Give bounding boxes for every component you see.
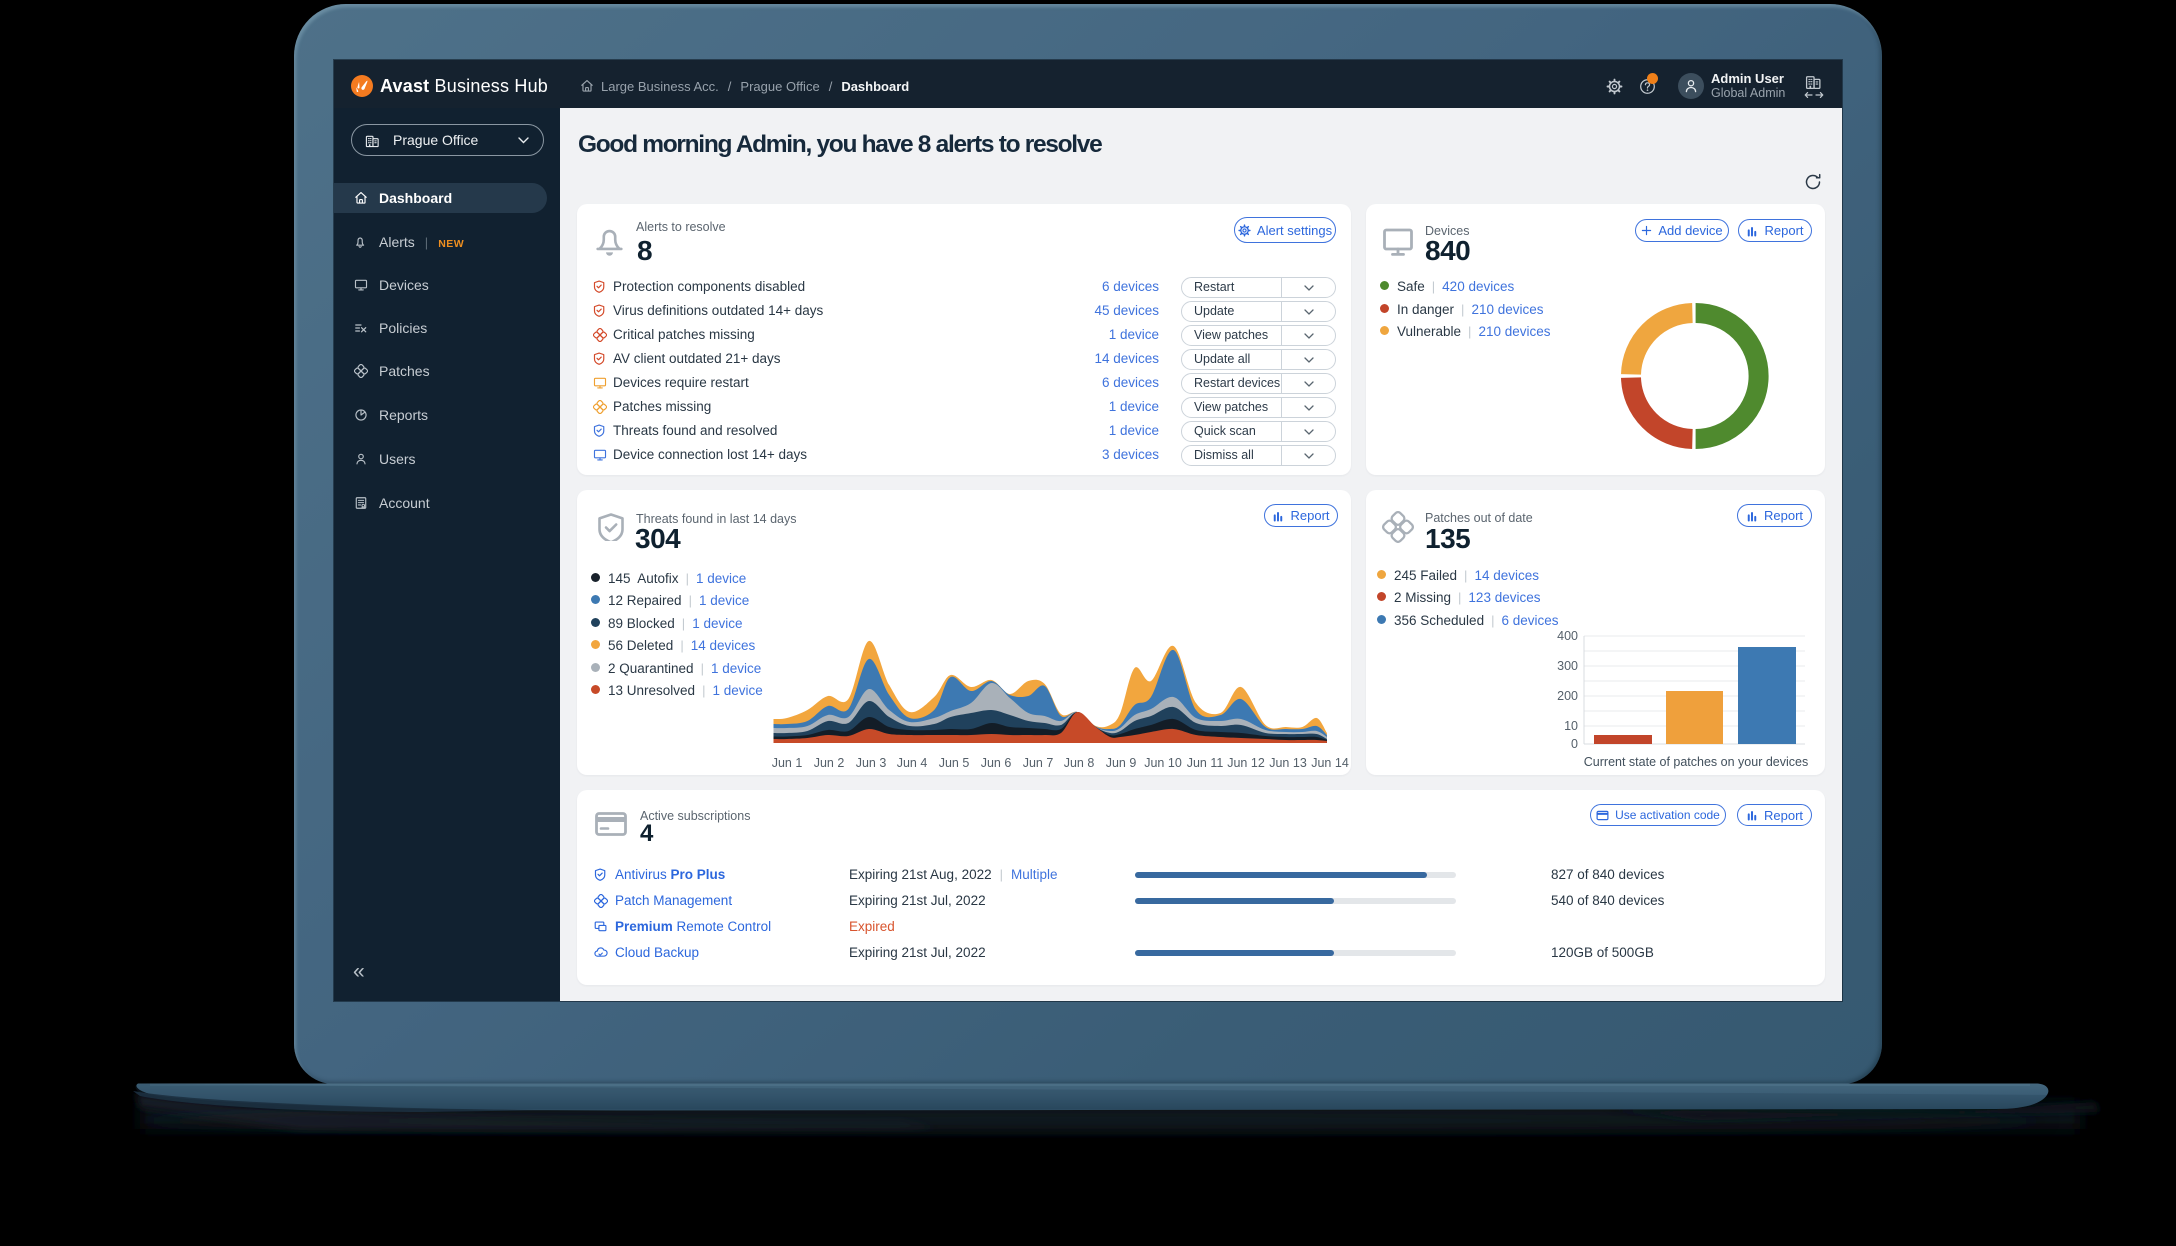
- svg-text:Jun 10: Jun 10: [1144, 756, 1182, 770]
- svg-text:0: 0: [1571, 737, 1578, 751]
- svg-text:Jun 9: Jun 9: [1106, 756, 1137, 770]
- svg-text:Jun 8: Jun 8: [1064, 756, 1095, 770]
- svg-text:Jun 11: Jun 11: [1187, 756, 1224, 770]
- svg-text:Jun 1: Jun 1: [772, 756, 803, 770]
- svg-text:10: 10: [1564, 719, 1578, 733]
- svg-text:300: 300: [1557, 659, 1578, 673]
- svg-text:Jun 4: Jun 4: [897, 756, 928, 770]
- svg-text:Current state of patches on yo: Current state of patches on your devices: [1584, 755, 1808, 769]
- svg-text:Jun 5: Jun 5: [939, 756, 970, 770]
- svg-text:Jun 7: Jun 7: [1023, 756, 1054, 770]
- svg-text:Jun 12: Jun 12: [1227, 756, 1265, 770]
- svg-text:Jun 13: Jun 13: [1269, 756, 1307, 770]
- svg-text:Jun 2: Jun 2: [814, 756, 845, 770]
- svg-text:Jun 6: Jun 6: [981, 756, 1012, 770]
- svg-text:400: 400: [1557, 629, 1578, 643]
- svg-text:200: 200: [1557, 689, 1578, 703]
- svg-text:Jun 3: Jun 3: [856, 756, 887, 770]
- svg-text:Jun 14: Jun 14: [1311, 756, 1349, 770]
